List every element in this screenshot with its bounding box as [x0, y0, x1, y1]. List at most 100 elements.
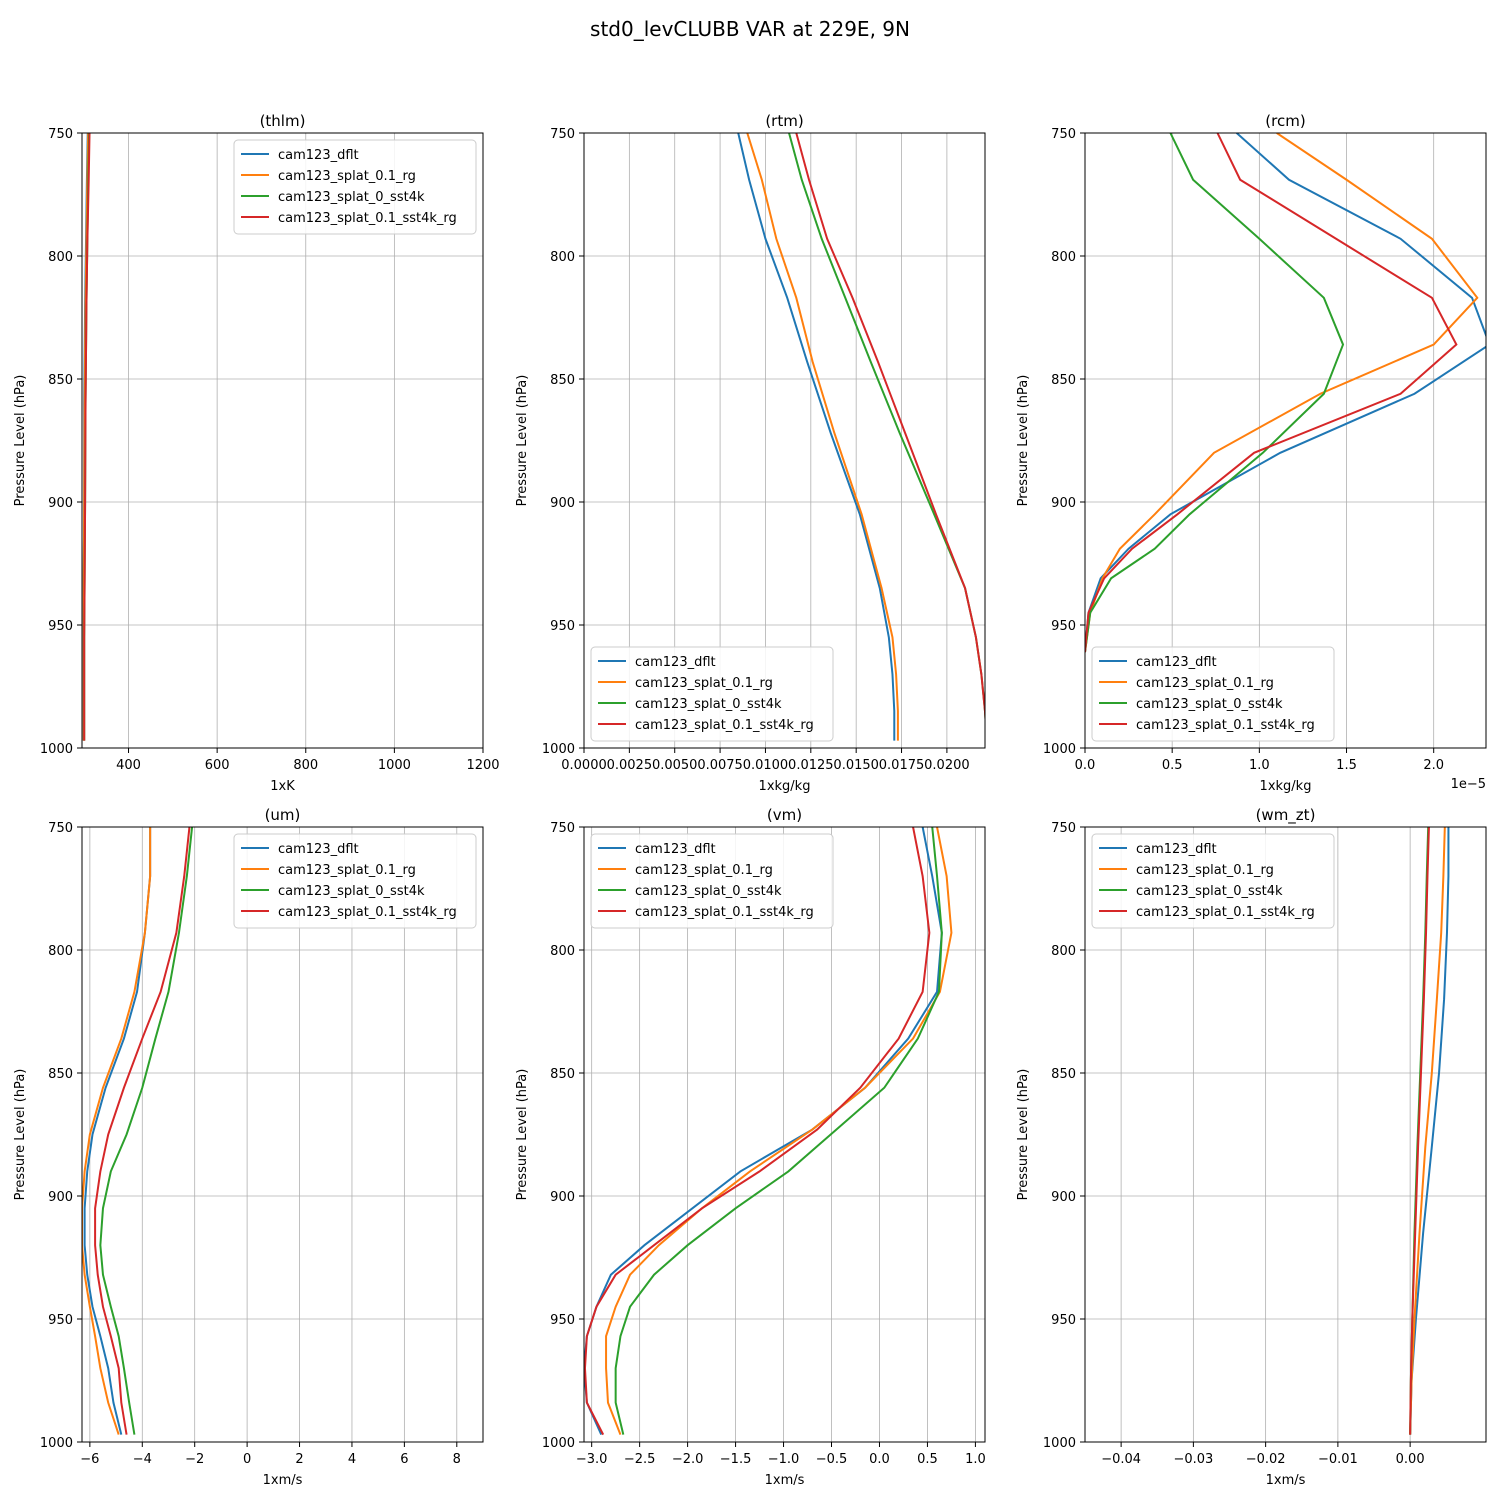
series-line-cam123_dflt	[83, 827, 152, 1435]
y-tick-label: 800	[48, 250, 73, 265]
y-tick-label: 750	[550, 821, 575, 836]
legend-label: cam123_splat_0.1_rg	[1136, 676, 1274, 691]
x-axis-label: 1xm/s	[765, 1473, 805, 1488]
y-tick-label: 1000	[40, 742, 73, 757]
x-tick-label: 0.0125	[788, 758, 834, 773]
legend: cam123_dflt cam123_splat_0.1_rg cam123_spl…	[1091, 646, 1335, 742]
y-tick-label: 950	[48, 1313, 73, 1328]
series-line-cam123_splat_0.1_sst4k_rg	[795, 133, 985, 728]
series-line-cam123_splat_0.1_rg	[82, 827, 152, 1435]
legend-label: cam123_splat_0.1_rg	[635, 863, 773, 878]
y-tick-label: 850	[48, 373, 73, 388]
series-line-cam123_splat_0_sst4k	[99, 827, 194, 1435]
legend-label: cam123_splat_0_sst4k	[635, 697, 782, 712]
x-tick-label: −1.0	[768, 1452, 800, 1467]
legend-box	[1091, 833, 1335, 929]
legend-label: cam123_splat_0_sst4k	[278, 190, 425, 205]
series-line-cam123_splat_0.1_rg	[1409, 827, 1446, 1435]
series-line-cam123_splat_0.1_sst4k_rg	[94, 827, 191, 1435]
y-tick-label: 950	[48, 619, 73, 634]
x-tick-label: 400	[116, 758, 141, 773]
x-tick-label: −2	[185, 1452, 204, 1467]
legend-label: cam123_splat_0.1_rg	[278, 169, 416, 184]
y-tick-label: 1000	[1043, 1436, 1076, 1451]
y-tick-label: 800	[1051, 944, 1076, 959]
x-axis-label: 1xkg/kg	[759, 779, 811, 794]
legend-box	[590, 833, 834, 929]
x-tick-label: 0.0200	[924, 758, 970, 773]
y-tick-label: 800	[550, 944, 575, 959]
legend: cam123_dflt cam123_splat_0.1_rg cam123_spl…	[1091, 833, 1335, 929]
x-tick-label: 2	[295, 1452, 303, 1467]
y-axis-label: Pressure Level (hPa)	[515, 1069, 530, 1201]
y-tick-label: 750	[48, 127, 73, 142]
series-line-cam123_dflt	[1085, 133, 1486, 653]
subplot-title: (rtm)	[765, 112, 803, 130]
x-tick-label: 6	[400, 1452, 408, 1467]
x-tick-label: 8	[453, 1452, 461, 1467]
x-tick-label: −0.03	[1173, 1452, 1213, 1467]
y-axis-label: Pressure Level (hPa)	[13, 375, 28, 507]
y-tick-label: 850	[550, 1067, 575, 1082]
axes-frame	[583, 132, 986, 749]
legend-box	[1091, 646, 1335, 742]
x-tick-label: 0.5	[1162, 758, 1183, 773]
x-tick-label: 0.0025	[607, 758, 653, 773]
x-tick-label: 0.0150	[833, 758, 879, 773]
y-tick-label: 800	[550, 250, 575, 265]
axes-frame	[1084, 132, 1487, 749]
subplot-title: (rcm)	[1265, 112, 1305, 130]
legend-label: cam123_splat_0_sst4k	[278, 884, 425, 899]
x-tick-label: 1.0	[965, 1452, 986, 1467]
legend-label: cam123_splat_0.1_sst4k_rg	[635, 905, 814, 920]
legend-label: cam123_splat_0.1_sst4k_rg	[1136, 905, 1315, 920]
subplot-vm: −3.0 −2.5 −2.0 −1.5 −1.0 −0.5 0.0 0.5 1.0 750 800 8…	[515, 806, 986, 1488]
legend-label: cam123_splat_0_sst4k	[635, 884, 782, 899]
series-line-cam123_splat_0_sst4k	[614, 827, 943, 1435]
x-tick-label: −3.0	[576, 1452, 608, 1467]
x-tick-label: 0.0075	[697, 758, 743, 773]
x-tick-label: 1.0	[1249, 758, 1270, 773]
x-tick-label: 1000	[378, 758, 411, 773]
x-tick-label: −1.5	[720, 1452, 752, 1467]
legend: cam123_dflt cam123_splat_0.1_rg cam123_spl…	[233, 139, 477, 235]
x-offset-text: 1e−5	[1451, 777, 1486, 792]
x-tick-label: −2.5	[624, 1452, 656, 1467]
x-tick-label: 0	[243, 1452, 251, 1467]
y-tick-label: 800	[1051, 250, 1076, 265]
legend: cam123_dflt cam123_splat_0.1_rg cam123_spl…	[590, 833, 834, 929]
legend-label: cam123_dflt	[1136, 842, 1217, 857]
x-tick-label: 0.5	[917, 1452, 938, 1467]
y-tick-label: 750	[1051, 821, 1076, 836]
series-line-cam123_splat_0.1_rg	[1085, 133, 1479, 653]
legend-box	[233, 833, 477, 929]
legend-label: cam123_splat_0.1_sst4k_rg	[635, 718, 814, 733]
series-line-cam123_splat_0.1_sst4k_rg	[584, 827, 931, 1436]
y-tick-label: 800	[48, 944, 73, 959]
y-axis-label: Pressure Level (hPa)	[1016, 1069, 1031, 1201]
y-tick-label: 850	[1051, 373, 1076, 388]
y-tick-label: 950	[550, 1313, 575, 1328]
legend: cam123_dflt cam123_splat_0.1_rg cam123_spl…	[590, 646, 834, 742]
y-tick-label: 750	[1051, 127, 1076, 142]
y-tick-label: 950	[1051, 1313, 1076, 1328]
legend-label: cam123_splat_0.1_sst4k_rg	[1136, 718, 1315, 733]
figure-suptitle: std0_levCLUBB VAR at 229E, 9N	[590, 17, 910, 41]
x-tick-label: 0.0100	[743, 758, 789, 773]
y-tick-label: 900	[48, 1190, 73, 1205]
series-line-cam123_splat_0_sst4k	[1085, 133, 1345, 653]
y-tick-label: 900	[1051, 496, 1076, 511]
legend-label: cam123_splat_0.1_rg	[1136, 863, 1274, 878]
axes-frame	[1084, 826, 1487, 1443]
y-axis-label: Pressure Level (hPa)	[515, 375, 530, 507]
subplot-thlm: 400 600 800 1000 1200 750 800 850 900 950 1000 (thl…	[13, 112, 500, 794]
x-tick-label: −6	[80, 1452, 99, 1467]
legend-label: cam123_dflt	[635, 842, 716, 857]
y-tick-label: 850	[1051, 1067, 1076, 1082]
x-tick-label: −4	[133, 1452, 152, 1467]
series-line-cam123_splat_0.1_sst4k_rg	[83, 133, 91, 741]
axes-frame	[81, 132, 484, 749]
x-axis-label: 1xkg/kg	[1260, 779, 1312, 794]
axes-frame	[583, 826, 986, 1443]
